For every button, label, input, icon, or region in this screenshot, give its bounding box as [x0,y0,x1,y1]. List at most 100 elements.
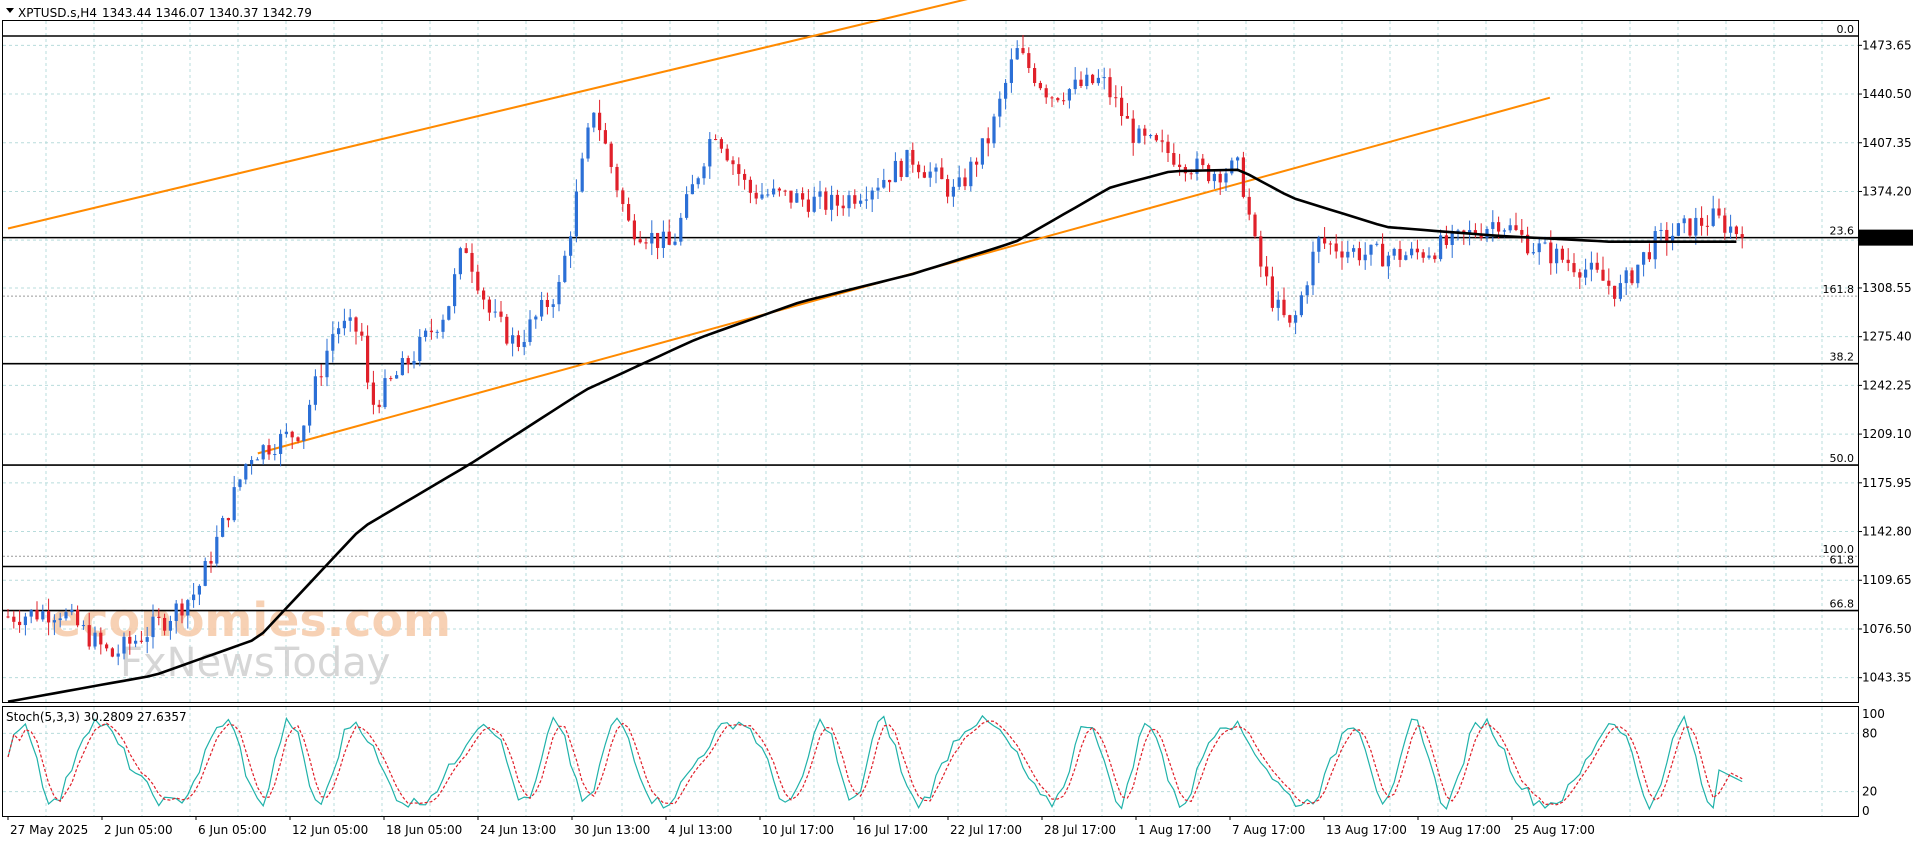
candle-body [661,231,665,248]
candle-body [337,328,341,335]
candle-body [1473,230,1477,235]
axes: 1473.651440.501407.351374.201341.051308.… [7,38,1913,837]
candle-body [1659,229,1663,232]
candle-body [1700,217,1704,226]
stoch-title: Stoch(5,3,3) 30.2809 27.6357 [6,710,187,724]
candle-body [940,167,944,180]
y-tick-label: 1109.65 [1862,573,1912,587]
candle-body [1375,243,1379,245]
candle-body [1740,234,1744,238]
candle-body [250,459,254,465]
candle-body [342,320,346,329]
candle-body [47,611,51,623]
candle-body [64,612,68,619]
candle-body [615,166,619,191]
candle-body [766,194,770,196]
candle-body [899,160,903,177]
stochastic-panel: 100 80 20 0 [7,707,1885,818]
candle-body [1485,228,1489,238]
candle-body [847,195,851,209]
candle-body [806,199,810,212]
candle-body [1305,285,1309,296]
candle-body [1520,229,1524,235]
candle-body [882,179,886,188]
candle-body [261,445,265,460]
candle-body [424,330,428,337]
candle-body [922,172,926,178]
candle-body [1694,217,1698,236]
candle-body [1415,248,1419,253]
candle-body [1120,97,1124,117]
candle-body [627,204,631,221]
candle-body [1560,248,1564,260]
candle-body [458,248,462,275]
candle-body [801,193,805,200]
candle-body [1218,173,1222,183]
candle-body [1265,266,1269,277]
candle-body [81,625,85,627]
candle-body [296,437,300,442]
candle-body [244,464,248,480]
candle-body [1531,252,1535,254]
candle-body [1352,248,1356,252]
trend-line-channel-upper [7,0,968,230]
candle-body [586,127,590,159]
candle-body [215,536,219,564]
candle-body [1705,225,1709,227]
candle-body [1404,255,1408,260]
candle-body [795,193,799,203]
candle-body [673,241,677,245]
fib-level-label: 100.0 [1823,543,1855,556]
candle-body [1212,173,1216,182]
fib-level-label: 0.0 [1837,23,1855,36]
candle-body [1340,251,1344,258]
candle-body [482,290,486,300]
candle-body [905,149,909,177]
collapse-triangle-icon[interactable] [6,8,14,13]
candle-body [1009,59,1013,83]
candle-body [1444,235,1448,245]
candle-body [893,160,897,183]
candle-body [1508,225,1512,231]
x-tick-label: 28 Jul 17:00 [1044,823,1116,837]
candle-body [1276,299,1280,308]
candle-body [1102,77,1106,79]
candle-body [134,640,138,644]
candle-body [928,171,932,178]
fib-level-label: 50.0 [1830,452,1855,465]
candle-body [435,331,439,333]
candle-body [522,341,526,347]
candle-body [371,382,375,405]
candle-body [1682,218,1686,224]
candle-body [1479,234,1483,238]
candle-body [1572,263,1576,273]
candle-body [1317,237,1321,252]
candle-body [980,138,984,165]
candle-body [1323,237,1327,244]
fib-level-label: 23.6 [1830,225,1855,238]
candle-body [888,179,892,183]
candle-body [534,316,538,320]
candle-body [1642,252,1646,265]
candle-body [1241,157,1245,197]
candle-body [1381,243,1385,267]
candle-body [1166,141,1170,154]
candle-body [1189,173,1193,175]
candle-body [656,232,660,248]
candle-body [1595,262,1599,270]
candle-body [1282,299,1286,316]
candle-body [1270,276,1274,308]
candle-body [719,139,723,149]
stoch-plot-frame [2,706,1859,817]
candle-body [209,561,213,564]
candle-body [348,317,352,321]
candle-body [453,274,457,307]
y-tick-label: 1242.25 [1862,378,1912,392]
candle-body [1195,158,1199,174]
candle-body [319,376,323,378]
y-tick-label: 1175.95 [1862,476,1912,490]
stoch-y-tick-label: 0 [1862,804,1870,818]
candle-body [760,194,764,199]
current-price-tag [1859,229,1913,246]
candle-body [267,445,271,455]
